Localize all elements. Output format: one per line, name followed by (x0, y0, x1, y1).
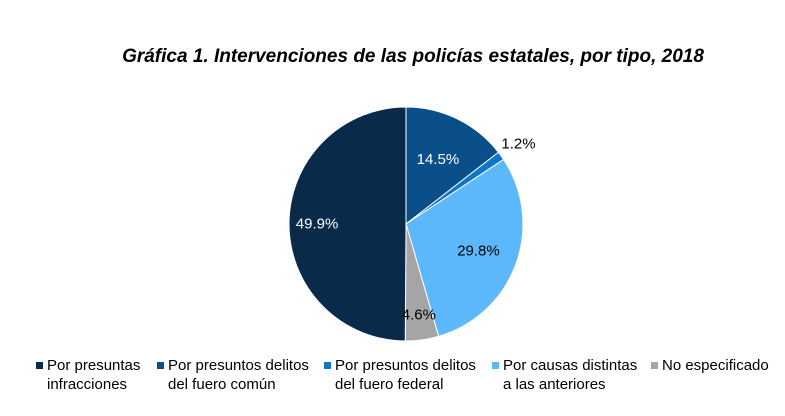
legend-swatch-fuero-comun (157, 362, 164, 369)
pie-slice (405, 106, 500, 226)
slice-data-label: 49.9% (296, 216, 339, 233)
chart-title: Gráfica 1. Intervenciones de las policía… (122, 46, 704, 67)
pie-slice (405, 158, 524, 337)
pie-slice (288, 106, 407, 342)
legend-label-line1: Por presuntas (47, 357, 141, 374)
pie-chart: 14.5% 1.2% 29.8% 4.6% 49.9% (288, 106, 536, 342)
slice-data-label: 4.6% (402, 307, 436, 324)
legend: Por presuntas infracciones Por presuntos… (0, 356, 785, 396)
legend-label-line2: infracciones (47, 376, 128, 393)
slice-data-label: 29.8% (457, 243, 500, 260)
legend-label-line1: Por presuntos delitos (168, 357, 309, 374)
legend-swatch-no-especificado (651, 362, 658, 369)
legend-swatch-infracciones (36, 362, 43, 369)
legend-label-line1: No especificado (662, 357, 769, 374)
legend-label-line1: Por presuntos delitos (335, 357, 476, 374)
legend-label-line1: Por causas distintas (503, 357, 638, 374)
legend-label-line2: a las anteriores (503, 376, 606, 393)
legend-label-line2: del fuero común (168, 376, 276, 393)
legend-swatch-fuero-federal (324, 362, 331, 369)
slice-data-label: 14.5% (417, 151, 460, 168)
legend-swatch-causas-distintas (492, 362, 499, 369)
slice-data-label: 1.2% (501, 136, 535, 153)
legend-label-line2: del fuero federal (335, 376, 444, 393)
